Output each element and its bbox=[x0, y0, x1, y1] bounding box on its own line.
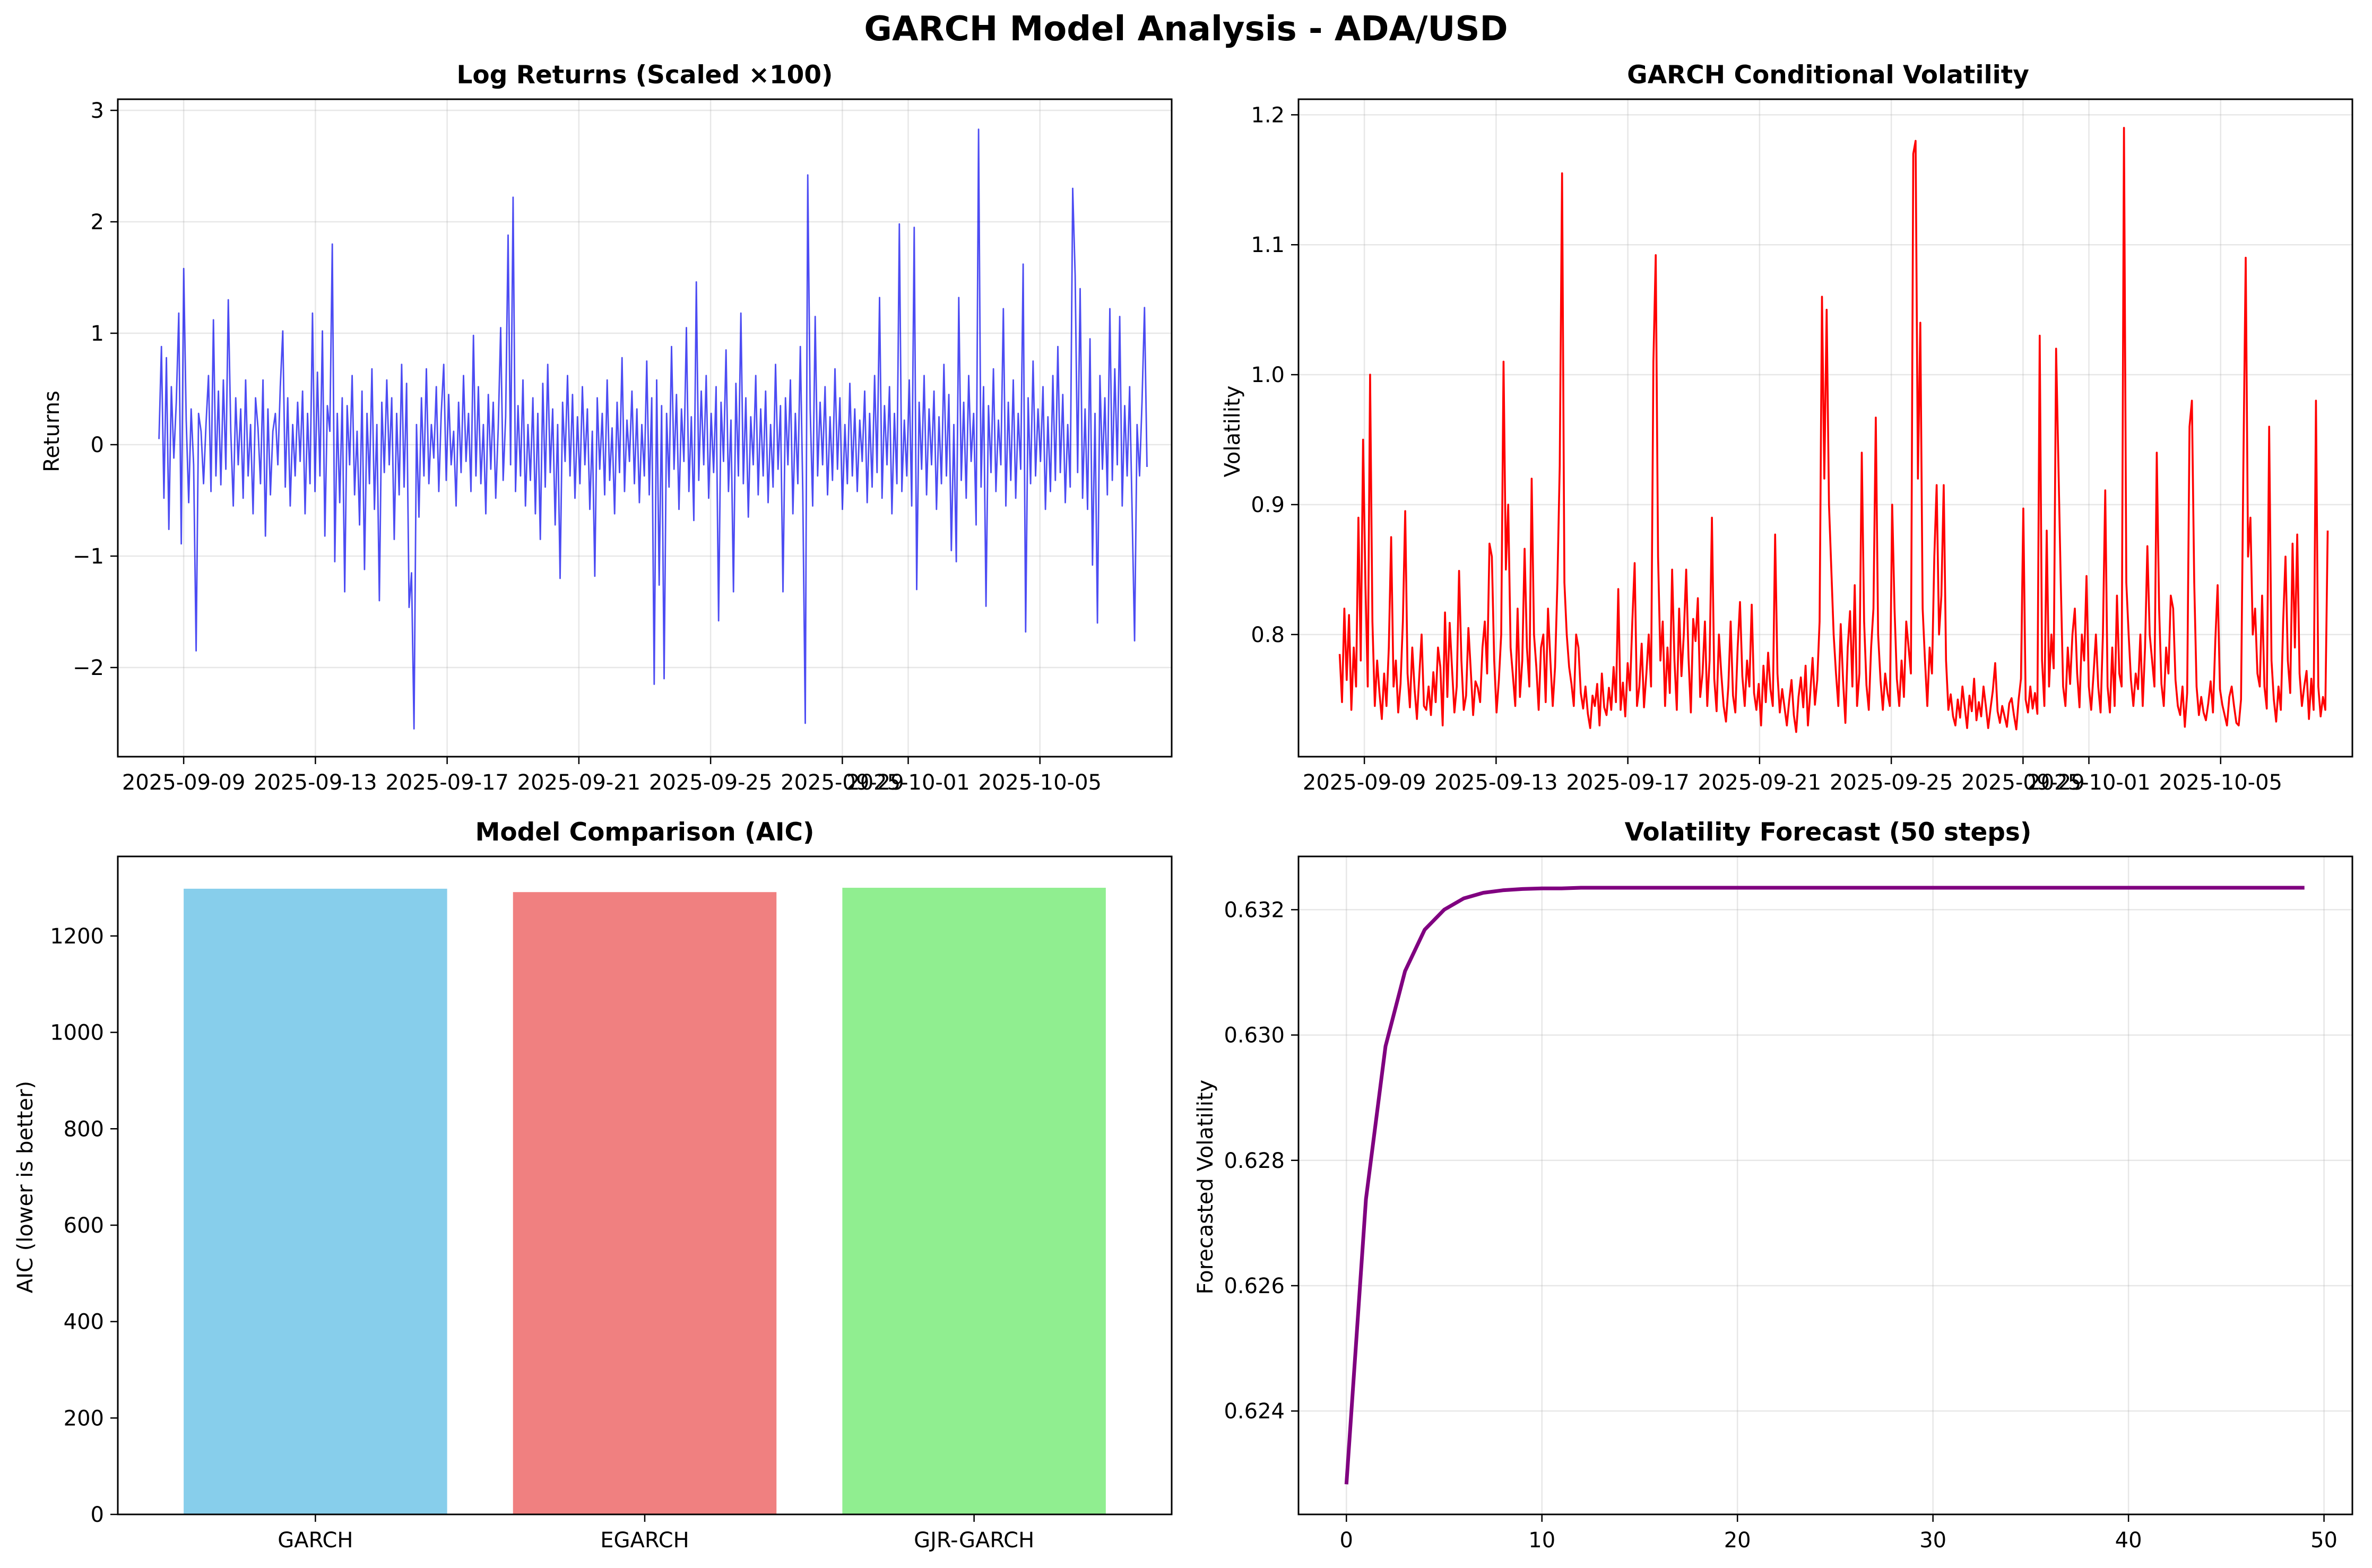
figure-title: GARCH Model Analysis - ADA/USD bbox=[864, 10, 1508, 49]
y-tick-label: 0.630 bbox=[1224, 1024, 1285, 1048]
forecast-title: Volatility Forecast (50 steps) bbox=[1625, 818, 2032, 847]
returns-y-label: Returns bbox=[40, 391, 64, 472]
y-tick-label: 2 bbox=[91, 210, 104, 235]
x-tick-label: 40 bbox=[2115, 1528, 2142, 1553]
y-tick-label: 1 bbox=[91, 322, 104, 346]
x-tick-label: 2025-09-29 bbox=[781, 770, 904, 795]
y-tick-label: 0.626 bbox=[1224, 1274, 1285, 1298]
y-tick-label: 400 bbox=[64, 1310, 104, 1335]
aic-title: Model Comparison (AIC) bbox=[475, 818, 815, 847]
x-tick-label: 2025-09-25 bbox=[649, 770, 772, 795]
y-tick-label: 0.624 bbox=[1224, 1399, 1285, 1424]
x-tick-label: 2025-09-13 bbox=[254, 770, 377, 795]
y-tick-label: −2 bbox=[73, 656, 104, 680]
returns-series-line bbox=[158, 128, 1148, 730]
x-tick-label: 2025-10-01 bbox=[846, 770, 969, 795]
y-tick-label: 0 bbox=[91, 1503, 104, 1527]
x-tick-label: 2025-10-05 bbox=[979, 770, 1102, 795]
x-tick-label: 30 bbox=[1919, 1528, 1946, 1553]
x-tick-label: 2025-09-21 bbox=[517, 770, 640, 795]
bar-gjr-garch bbox=[842, 888, 1106, 1514]
forecast-series-line bbox=[1344, 886, 2305, 1485]
volatility-panel: GARCH Conditional Volatility Volatility … bbox=[1220, 60, 2353, 795]
x-tick-label: 2025-09-13 bbox=[1434, 770, 1557, 795]
y-tick-label: 200 bbox=[64, 1406, 104, 1431]
forecast-y-label: Forecasted Volatility bbox=[1193, 1080, 1218, 1295]
x-tick-label: 0 bbox=[1340, 1528, 1353, 1553]
x-tick-label: 2025-09-09 bbox=[1303, 770, 1426, 795]
x-tick-label: 2025-09-17 bbox=[385, 770, 508, 795]
forecast-panel: Volatility Forecast (50 steps) Forecaste… bbox=[1193, 818, 2353, 1553]
y-tick-label: 0.632 bbox=[1224, 898, 1285, 922]
y-tick-label: 1200 bbox=[50, 924, 104, 949]
returns-title: Log Returns (Scaled ×100) bbox=[456, 60, 833, 90]
plot-frame bbox=[117, 98, 1173, 758]
x-tick-label: 2025-09-29 bbox=[1961, 770, 2084, 795]
y-tick-label: 1.2 bbox=[1251, 103, 1285, 127]
y-tick-label: 1.0 bbox=[1251, 363, 1285, 387]
x-tick-label: 2025-09-17 bbox=[1566, 770, 1689, 795]
x-tick-label: 2025-09-21 bbox=[1698, 770, 1821, 795]
bar-garch bbox=[184, 888, 447, 1514]
returns-panel: Log Returns (Scaled ×100) Returns 2025-0… bbox=[40, 60, 1173, 795]
x-tick-label: 2025-10-01 bbox=[2027, 770, 2150, 795]
y-tick-label: 800 bbox=[64, 1117, 104, 1141]
x-tick-label: 50 bbox=[2310, 1528, 2338, 1553]
plot-frame bbox=[1297, 855, 2353, 1515]
volatility-series-line bbox=[1338, 127, 2329, 733]
aic-y-label: AIC (lower is better) bbox=[13, 1081, 38, 1293]
bar-egarch bbox=[513, 892, 777, 1514]
y-tick-label: 600 bbox=[64, 1214, 104, 1238]
x-tick-label: 20 bbox=[1724, 1528, 1751, 1553]
x-tick-label: GARCH bbox=[278, 1528, 353, 1553]
volatility-y-label: Volatility bbox=[1220, 386, 1245, 478]
x-tick-label: EGARCH bbox=[600, 1528, 689, 1553]
y-tick-label: 0.8 bbox=[1251, 623, 1285, 647]
x-tick-label: 2025-09-25 bbox=[1830, 770, 1953, 795]
y-tick-label: 3 bbox=[91, 99, 104, 123]
x-tick-label: 2025-09-09 bbox=[122, 770, 245, 795]
plot-frame bbox=[117, 855, 1173, 1515]
y-tick-label: 0 bbox=[91, 433, 104, 457]
y-tick-label: 1.1 bbox=[1251, 233, 1285, 257]
plot-frame bbox=[1297, 98, 2353, 758]
volatility-title: GARCH Conditional Volatility bbox=[1627, 60, 2029, 90]
y-tick-label: −1 bbox=[73, 544, 104, 569]
x-tick-label: GJR-GARCH bbox=[914, 1528, 1034, 1553]
y-tick-label: 1000 bbox=[50, 1021, 104, 1045]
y-tick-label: 0.628 bbox=[1224, 1149, 1285, 1173]
x-tick-label: 2025-10-05 bbox=[2159, 770, 2282, 795]
y-tick-label: 0.9 bbox=[1251, 493, 1285, 517]
x-tick-label: 10 bbox=[1528, 1528, 1555, 1553]
aic-panel: Model Comparison (AIC) AIC (lower is bet… bbox=[13, 818, 1173, 1553]
